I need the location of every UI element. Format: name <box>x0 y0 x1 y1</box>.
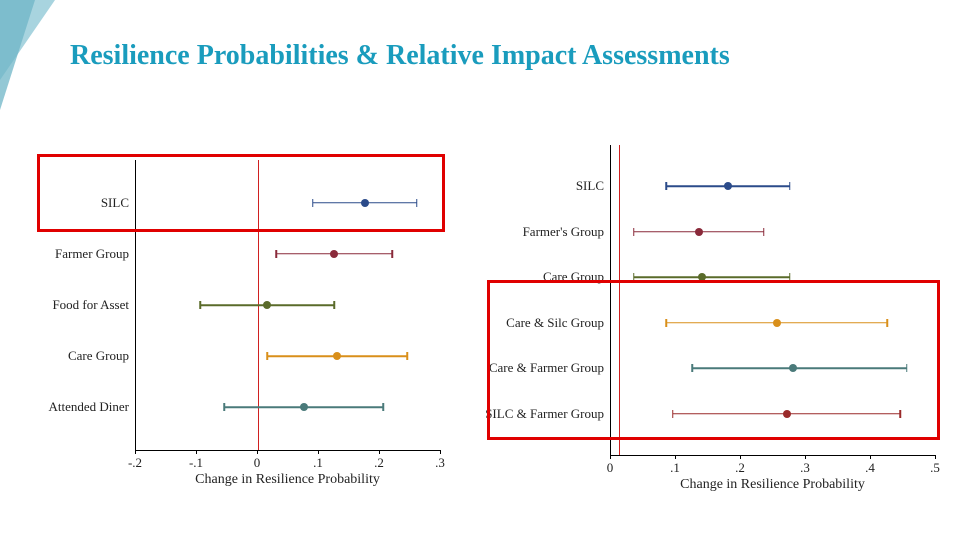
x-tick-mark <box>135 450 136 454</box>
x-axis: 0.1.2.3.4.5 <box>610 455 935 475</box>
x-tick-label: 0 <box>607 460 614 476</box>
forest-plot-right: SILC Farmer's Group Care Group Care & Silc … <box>485 140 940 490</box>
category-label: Farmer Group <box>35 246 129 262</box>
ci-cap <box>789 273 791 281</box>
ci-line <box>692 367 907 369</box>
ci-cap <box>334 301 336 309</box>
ci-cap <box>312 199 314 207</box>
ci-cap <box>672 410 674 418</box>
x-tick-label: .1 <box>670 460 680 476</box>
ci-cap <box>763 228 765 236</box>
x-tick-label: 0 <box>254 455 261 471</box>
category-label: Farmer's Group <box>485 224 604 240</box>
x-tick-label: .5 <box>930 460 940 476</box>
x-tick-label: .4 <box>865 460 875 476</box>
ci-line <box>634 277 790 279</box>
ci-cap <box>382 403 384 411</box>
x-axis-title: Change in Resilience Probability <box>135 472 440 488</box>
category-label: Care & Silc Group <box>485 315 604 331</box>
point-estimate-marker <box>724 182 732 190</box>
ci-cap <box>666 182 668 190</box>
point-estimate-marker <box>698 273 706 281</box>
x-axis-title: Change in Resilience Probability <box>610 477 935 493</box>
category-label: Attended Diner <box>35 399 129 415</box>
corner-decoration <box>0 0 80 110</box>
ci-cap <box>906 364 908 372</box>
point-estimate-marker <box>300 403 308 411</box>
ci-cap <box>276 250 278 258</box>
x-tick-mark <box>610 455 611 459</box>
category-label: Food for Asset <box>35 297 129 313</box>
point-estimate-marker <box>330 250 338 258</box>
point-estimate-marker <box>695 228 703 236</box>
ci-cap <box>666 319 668 327</box>
x-tick-label: .3 <box>435 455 445 471</box>
ci-cap <box>224 403 226 411</box>
ci-cap <box>391 250 393 258</box>
ci-cap <box>789 182 791 190</box>
page-title: Resilience Probabilities & Relative Impa… <box>70 40 730 72</box>
x-tick-label: .2 <box>735 460 745 476</box>
x-tick-mark <box>318 450 319 454</box>
category-label: SILC <box>35 195 129 211</box>
x-tick-mark <box>440 450 441 454</box>
point-estimate-marker <box>783 410 791 418</box>
x-tick-label: .3 <box>800 460 810 476</box>
x-axis: -.2-.10.1.2.3 <box>135 450 440 470</box>
x-tick-mark <box>805 455 806 459</box>
forest-plot-left: SILC Farmer Group Food for Asset Care Group… <box>35 155 445 485</box>
point-estimate-marker <box>773 319 781 327</box>
point-estimate-marker <box>263 301 271 309</box>
ci-cap <box>633 228 635 236</box>
ci-cap <box>266 352 268 360</box>
x-tick-label: .1 <box>313 455 323 471</box>
ci-cap <box>900 410 902 418</box>
x-tick-mark <box>870 455 871 459</box>
plot-area <box>135 160 441 451</box>
x-tick-mark <box>935 455 936 459</box>
x-tick-label: -.2 <box>128 455 142 471</box>
x-tick-label: .2 <box>374 455 384 471</box>
x-tick-label: -.1 <box>189 455 203 471</box>
category-label: SILC & Farmer Group <box>485 406 604 422</box>
point-estimate-marker <box>333 352 341 360</box>
category-label: SILC <box>485 178 604 194</box>
zero-reference-line <box>619 145 620 455</box>
ci-cap <box>633 273 635 281</box>
point-estimate-marker <box>789 364 797 372</box>
ci-cap <box>407 352 409 360</box>
x-tick-mark <box>257 450 258 454</box>
category-label: Care Group <box>485 269 604 285</box>
x-tick-mark <box>675 455 676 459</box>
x-tick-mark <box>196 450 197 454</box>
point-estimate-marker <box>361 199 369 207</box>
ci-cap <box>887 319 889 327</box>
ci-cap <box>199 301 201 309</box>
category-label: Care Group <box>35 348 129 364</box>
x-tick-mark <box>379 450 380 454</box>
category-label: Care & Farmer Group <box>485 360 604 376</box>
x-tick-mark <box>740 455 741 459</box>
plot-area <box>610 145 936 456</box>
ci-cap <box>416 199 418 207</box>
ci-cap <box>692 364 694 372</box>
